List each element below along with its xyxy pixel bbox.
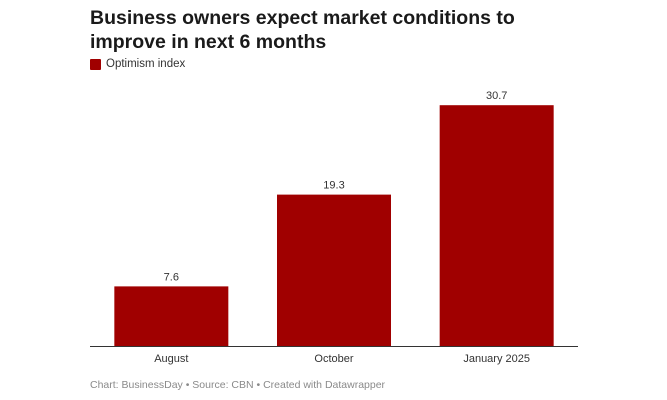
data-label-0: 7.6 bbox=[164, 271, 179, 283]
x-tick-label-0: August bbox=[154, 353, 188, 365]
bar-0 bbox=[114, 286, 229, 346]
chart-title: Business owners expect market conditions… bbox=[90, 7, 515, 53]
data-label-1: 19.3 bbox=[323, 180, 344, 192]
legend-label: Optimism index bbox=[106, 58, 186, 70]
chart-footer: Chart: BusinessDay • Source: CBN • Creat… bbox=[90, 379, 386, 391]
legend: Optimism index bbox=[90, 57, 185, 71]
data-label-2: 30.7 bbox=[486, 90, 507, 102]
x-tick-label-1: October bbox=[314, 353, 353, 365]
legend-swatch bbox=[90, 58, 101, 70]
x-tick-label-2: January 2025 bbox=[463, 353, 530, 365]
bar-1 bbox=[277, 194, 391, 346]
bar-2 bbox=[439, 105, 554, 347]
